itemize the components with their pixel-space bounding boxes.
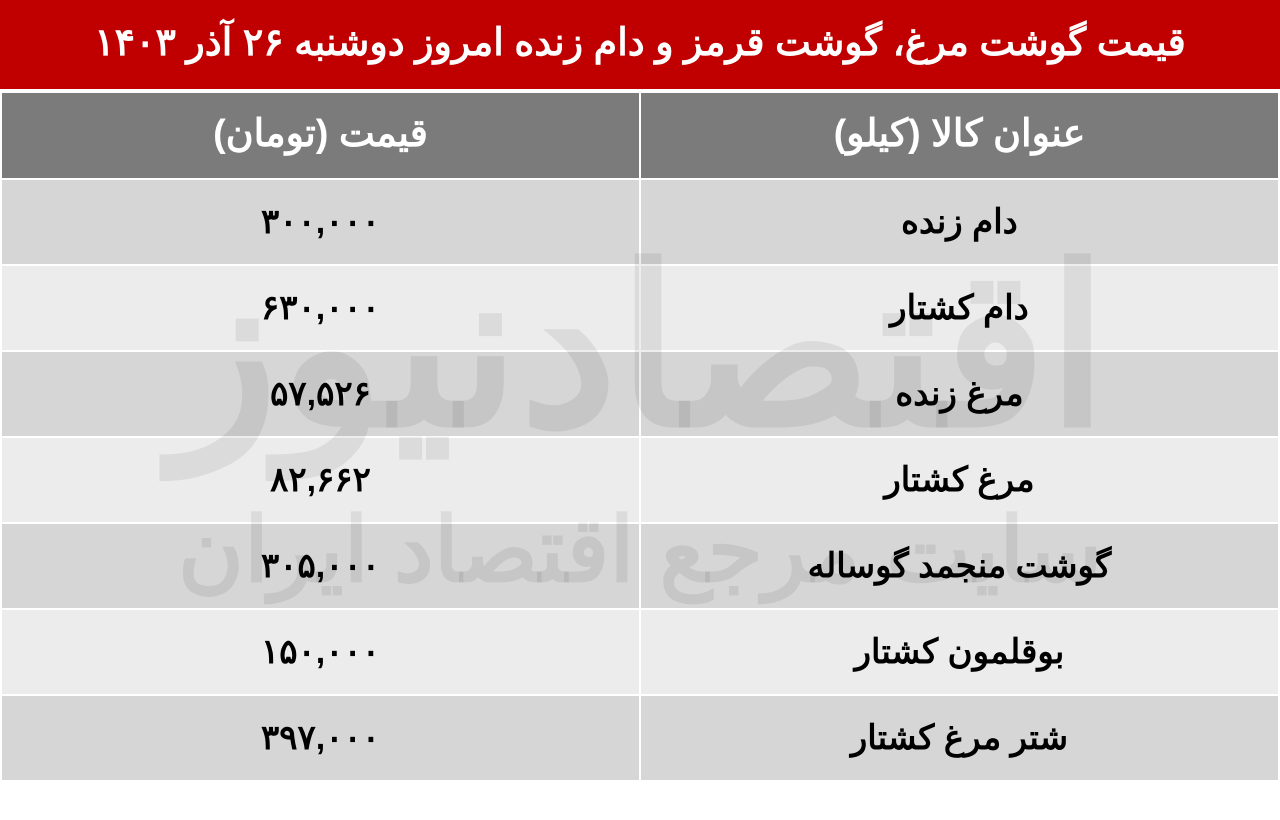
table-row: شتر مرغ کشتار ۳۹۷,۰۰۰ <box>1 695 1279 781</box>
price-table: قیمت گوشت مرغ، گوشت قرمز و دام زنده امرو… <box>0 0 1280 782</box>
table-row: مرغ زنده ۵۷,۵۲۶ <box>1 351 1279 437</box>
cell-price: ۵۷,۵۲۶ <box>1 351 640 437</box>
cell-price: ۳۰۰,۰۰۰ <box>1 179 640 265</box>
cell-price: ۸۲,۶۶۲ <box>1 437 640 523</box>
cell-item: شتر مرغ کشتار <box>640 695 1279 781</box>
table-row: گوشت منجمد گوساله ۳۰۵,۰۰۰ <box>1 523 1279 609</box>
cell-item: مرغ زنده <box>640 351 1279 437</box>
cell-item: دام زنده <box>640 179 1279 265</box>
cell-price: ۳۹۷,۰۰۰ <box>1 695 640 781</box>
cell-price: ۳۰۵,۰۰۰ <box>1 523 640 609</box>
col-header-price: قیمت (تومان) <box>1 92 640 179</box>
table-row: دام زنده ۳۰۰,۰۰۰ <box>1 179 1279 265</box>
cell-item: گوشت منجمد گوساله <box>640 523 1279 609</box>
table-row: مرغ کشتار ۸۲,۶۶۲ <box>1 437 1279 523</box>
table-row: بوقلمون کشتار ۱۵۰,۰۰۰ <box>1 609 1279 695</box>
table-title: قیمت گوشت مرغ، گوشت قرمز و دام زنده امرو… <box>0 0 1280 91</box>
cell-item: بوقلمون کشتار <box>640 609 1279 695</box>
cell-item: دام کشتار <box>640 265 1279 351</box>
table-row: دام کشتار ۶۳۰,۰۰۰ <box>1 265 1279 351</box>
cell-price: ۶۳۰,۰۰۰ <box>1 265 640 351</box>
cell-price: ۱۵۰,۰۰۰ <box>1 609 640 695</box>
cell-item: مرغ کشتار <box>640 437 1279 523</box>
col-header-item: عنوان کالا (کیلو) <box>640 92 1279 179</box>
